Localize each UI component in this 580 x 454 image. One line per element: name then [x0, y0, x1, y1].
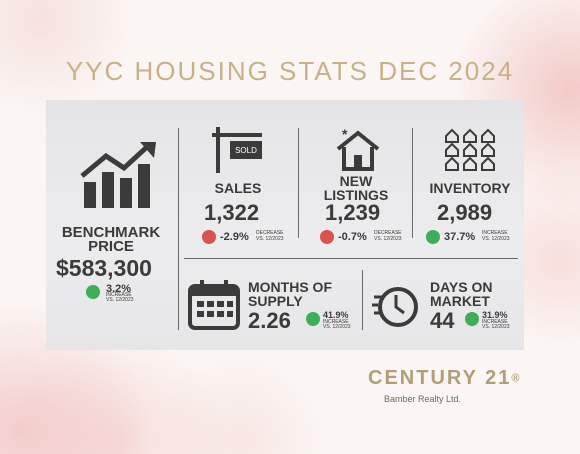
divider	[178, 128, 179, 330]
stat-change: 31.9%	[482, 310, 508, 320]
sold-sign-icon: SOLD	[212, 127, 262, 173]
stat-value: 2.26	[248, 308, 291, 333]
stats-panel	[46, 100, 524, 350]
stat-direction: INCREASE	[323, 319, 349, 325]
divider	[184, 258, 518, 259]
stat-value: 44	[430, 308, 455, 333]
houses-icon	[445, 128, 495, 171]
house-icon: *	[336, 127, 380, 171]
stat-change: -0.7%	[338, 231, 367, 243]
calendar-icon	[188, 280, 240, 330]
stat-period: VS. 12/2023	[323, 324, 351, 330]
stat-period: VS. 12/2023	[374, 236, 402, 242]
stat-change: -2.9%	[220, 231, 249, 243]
divider	[298, 128, 299, 238]
stat-direction: INCREASE	[106, 292, 132, 298]
stat-direction: DECREASE	[374, 230, 402, 236]
svg-text:*: *	[342, 127, 348, 142]
stat-label: SALES	[214, 180, 262, 196]
up-arrow	[465, 312, 479, 326]
stat-period: VS. 12/2023	[482, 236, 510, 242]
up-arrow	[86, 285, 100, 299]
stat-period: VS. 12/2023	[256, 236, 284, 242]
title: YYC HOUSING STATS DEC 2024	[65, 56, 515, 86]
stat-change: 41.9%	[323, 310, 349, 320]
stat-value: $583,300	[56, 255, 152, 281]
growth-icon	[80, 142, 156, 208]
stat-label: INVENTORY	[429, 180, 511, 196]
down-arrow	[320, 230, 334, 244]
stat-period: VS. 12/2023	[482, 324, 510, 330]
brand: CENTURY 21®	[368, 367, 521, 390]
svg-text:SOLD: SOLD	[235, 146, 257, 155]
brand-name: CENTURY 21	[368, 367, 512, 389]
clock-icon	[372, 287, 418, 327]
stat-change: 37.7%	[444, 231, 476, 243]
stat-label: BENCHMARK PRICE	[61, 224, 161, 255]
stat-direction: DECREASE	[256, 230, 284, 236]
stat-value: 1,239	[325, 200, 381, 225]
office: Bamber Realty Ltd.	[384, 394, 462, 404]
down-arrow	[202, 230, 216, 244]
stat-label: MONTHS OF SUPPLY	[248, 279, 332, 309]
divider	[362, 270, 363, 330]
stat-label: NEW LISTINGS	[323, 173, 389, 203]
stat-label: DAYS ON MARKET	[430, 279, 493, 309]
up-arrow	[306, 312, 320, 326]
stat-value: 1,322	[204, 200, 260, 225]
stat-change: 3.2%	[106, 283, 132, 295]
divider	[412, 128, 413, 238]
up-arrow	[426, 230, 440, 244]
stat-direction: INCREASE	[482, 319, 508, 325]
stat-value: 2,989	[437, 200, 493, 225]
stat-direction: INCREASE	[482, 230, 508, 236]
stat-period: VS. 12/2023	[106, 297, 134, 303]
brand-mark: ®	[511, 372, 522, 385]
